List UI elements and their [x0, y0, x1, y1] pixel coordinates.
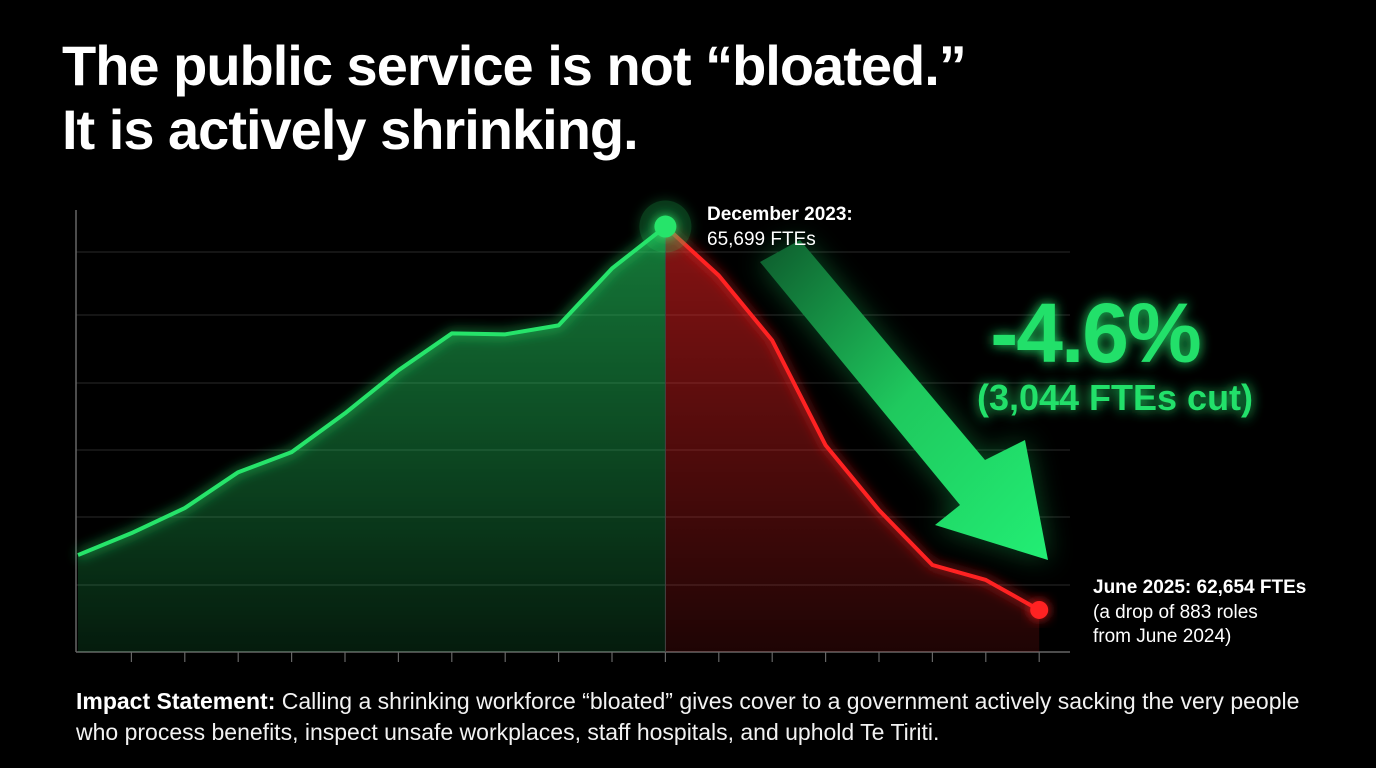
arrow: [760, 240, 1048, 560]
end-label-note: (a drop of 883 roles: [1093, 602, 1258, 623]
peak-label-value: 65,699 FTEs: [707, 229, 816, 250]
change-percent: -4.6%: [990, 286, 1200, 380]
title: The public service is not “bloated.” It …: [62, 34, 967, 162]
impact-text: Calling a shrinking workforce “bloated” …: [76, 688, 1300, 745]
end-label-title: June 2025: 62,654 FTEs: [1093, 577, 1306, 598]
impact-statement: Impact Statement: Calling a shrinking wo…: [76, 686, 1316, 748]
area: [78, 226, 1040, 652]
title-line: The public service is not “bloated.”: [62, 34, 967, 97]
end-marker: [1030, 600, 1049, 619]
impact-lead: Impact Statement:: [76, 688, 276, 714]
peak-marker: [654, 215, 677, 238]
decline-arrow: [760, 240, 1048, 560]
change-count: (3,044 FTEs cut): [977, 377, 1253, 418]
peak-label-title: December 2023:: [707, 204, 853, 225]
end-label-note: from June 2024): [1093, 626, 1231, 647]
line: [77, 224, 1041, 612]
plot: [77, 200, 1049, 662]
title-line: It is actively shrinking.: [62, 98, 639, 161]
